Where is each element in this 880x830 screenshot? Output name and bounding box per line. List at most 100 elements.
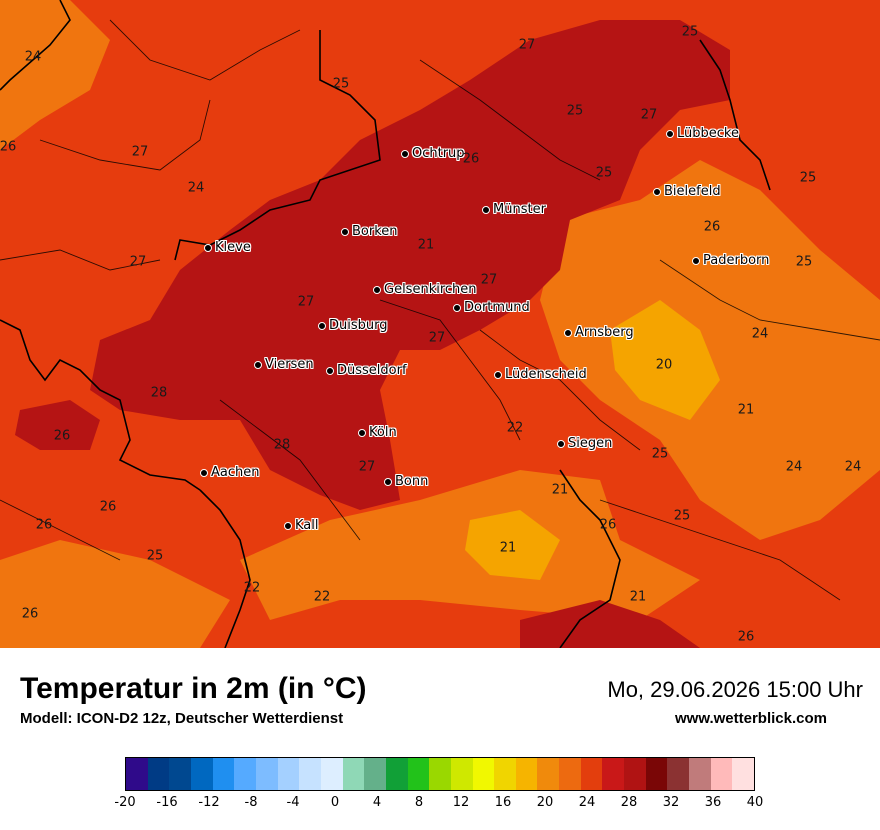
city-marker: Bielefeld	[653, 184, 721, 199]
city-label: Dortmund	[464, 300, 530, 315]
temperature-value-label: 26	[99, 499, 117, 515]
border-nl-de-2	[0, 319, 201, 491]
legend-swatch	[624, 758, 646, 790]
legend-tick-label: -4	[286, 795, 300, 810]
border-nl-de	[0, 0, 71, 91]
city-label: Gelsenkirchen	[384, 282, 477, 297]
temperature-value-label: 28	[273, 437, 291, 453]
temperature-band-darkred-southeast	[520, 600, 700, 648]
city-label: Arnsberg	[575, 325, 634, 340]
temperature-value-label: 25	[566, 103, 584, 119]
border-be-de	[199, 489, 251, 648]
temperature-value-label: 25	[673, 508, 691, 524]
city-marker: Münster	[482, 202, 546, 217]
city-dot-icon	[326, 366, 334, 375]
temperature-value-label: 25	[146, 548, 164, 564]
legend-tick-label: 16	[494, 795, 512, 810]
temperature-value-label: 26	[53, 428, 71, 444]
city-dot-icon	[557, 439, 565, 448]
city-dot-icon	[284, 521, 292, 530]
temperature-value-label: 26	[35, 517, 53, 533]
border-nrw-southeast	[559, 469, 621, 648]
city-dot-icon	[373, 285, 381, 294]
temperature-value-label: 26	[462, 151, 480, 167]
legend-swatch	[537, 758, 560, 790]
legend-tick-label: 8	[414, 795, 424, 810]
temperature-value-label: 22	[313, 589, 331, 605]
city-label: Bielefeld	[664, 184, 721, 199]
temperature-band-lightorange-south	[465, 510, 560, 580]
legend-swatch	[580, 758, 603, 790]
legend-swatch	[255, 758, 278, 790]
legend-tick-label: 36	[704, 795, 722, 810]
city-marker: Siegen	[557, 436, 612, 451]
temperature-band-darkred-west	[15, 400, 100, 450]
temperature-value-label: 26	[737, 629, 755, 645]
temperature-value-label: 28	[150, 385, 168, 401]
temperature-field	[0, 0, 880, 648]
city-dot-icon	[341, 227, 349, 236]
map-title: Temperatur in 2m (in °C)	[20, 672, 367, 705]
legend-swatch	[689, 758, 711, 790]
city-label: Ochtrup	[412, 146, 465, 161]
city-label: Borken	[352, 224, 398, 239]
temperature-value-label: 25	[681, 24, 699, 40]
legend-swatch	[559, 758, 581, 790]
city-marker: Paderborn	[692, 253, 769, 268]
city-dot-icon	[666, 129, 674, 138]
temperature-value-label: 24	[751, 326, 769, 342]
temperature-value-label: 26	[703, 219, 721, 235]
city-marker: Kall	[284, 518, 319, 533]
legend-swatch	[364, 758, 386, 790]
legend-swatch	[515, 758, 538, 790]
city-marker: Köln	[358, 425, 397, 440]
city-marker: Kleve	[204, 240, 251, 255]
legend-swatch	[277, 758, 300, 790]
city-dot-icon	[653, 187, 661, 196]
city-label: Aachen	[211, 465, 260, 480]
city-label: Kall	[295, 518, 319, 533]
legend-swatch	[299, 758, 321, 790]
city-marker: Lüdenscheid	[494, 367, 587, 382]
city-dot-icon	[401, 149, 409, 158]
legend-tick-label: 28	[620, 795, 638, 810]
city-label: Lüdenscheid	[505, 367, 587, 382]
legend-tick-label: 0	[330, 795, 340, 810]
legend-tick-label: 4	[372, 795, 382, 810]
legend-swatch	[732, 758, 755, 790]
forecast-datetime: Mo, 29.06.2026 15:00 Uhr	[607, 677, 863, 702]
temperature-value-label: 24	[785, 459, 803, 475]
city-marker: Borken	[341, 224, 398, 239]
city-label: Kleve	[215, 240, 251, 255]
temperature-value-label: 20	[655, 357, 673, 373]
legend-swatch	[602, 758, 625, 790]
city-dot-icon	[204, 243, 212, 252]
legend-swatch	[190, 758, 213, 790]
temperature-value-label: 27	[131, 144, 149, 160]
legend-swatch	[407, 758, 430, 790]
district-borders	[0, 19, 880, 601]
legend-swatch	[320, 758, 343, 790]
city-marker: Viersen	[254, 357, 314, 372]
legend-tick-label: 40	[746, 795, 764, 810]
temperature-value-label: 27	[480, 272, 498, 288]
temperature-value-label: 27	[297, 294, 315, 310]
city-dot-icon	[358, 428, 366, 437]
temperature-band-orange-west	[0, 0, 110, 150]
temperature-value-label: 26	[599, 517, 617, 533]
temperature-value-label: 24	[24, 49, 42, 65]
legend-tick-label: 24	[578, 795, 596, 810]
city-label: Münster	[493, 202, 546, 217]
city-label: Duisburg	[329, 318, 388, 333]
city-marker: Bonn	[384, 474, 428, 489]
city-marker: Düsseldorf	[326, 363, 407, 378]
legend-swatch	[472, 758, 495, 790]
temperature-value-label: 27	[428, 330, 446, 346]
temperature-value-label: 25	[799, 170, 817, 186]
temperature-value-label: 21	[629, 589, 647, 605]
website-link[interactable]: www.wetterblick.com	[675, 710, 827, 727]
legend-tick-label: -16	[156, 795, 178, 810]
legend-swatch	[710, 758, 733, 790]
city-label: Düsseldorf	[337, 363, 407, 378]
model-source: Modell: ICON-D2 12z, Deutscher Wetterdie…	[20, 710, 344, 727]
